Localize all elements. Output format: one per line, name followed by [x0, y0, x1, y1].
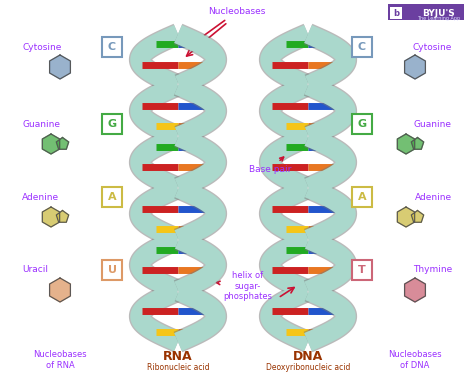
Text: A: A: [358, 192, 366, 202]
Text: C: C: [108, 42, 116, 52]
Text: BYJU'S: BYJU'S: [423, 8, 456, 18]
Text: Guanine: Guanine: [22, 120, 60, 128]
Text: RNA: RNA: [163, 350, 193, 363]
Text: DNA: DNA: [293, 350, 323, 363]
FancyBboxPatch shape: [102, 37, 122, 57]
Text: G: G: [357, 119, 366, 129]
Text: Thymine: Thymine: [413, 265, 452, 275]
Text: Base pair: Base pair: [249, 157, 291, 174]
Polygon shape: [50, 278, 71, 302]
FancyBboxPatch shape: [390, 7, 402, 19]
Text: Cytosine: Cytosine: [413, 42, 452, 52]
FancyBboxPatch shape: [388, 4, 464, 20]
FancyBboxPatch shape: [102, 114, 122, 134]
Text: Guanine: Guanine: [414, 120, 452, 128]
Polygon shape: [42, 134, 60, 154]
FancyBboxPatch shape: [352, 187, 372, 207]
Polygon shape: [405, 55, 425, 79]
Polygon shape: [56, 138, 69, 149]
Text: The Learning App: The Learning App: [418, 16, 461, 21]
Text: Adenine: Adenine: [22, 193, 59, 201]
FancyBboxPatch shape: [102, 187, 122, 207]
Text: C: C: [358, 42, 366, 52]
Polygon shape: [411, 210, 424, 222]
Text: Adenine: Adenine: [415, 193, 452, 201]
Text: Nucleobases
of DNA: Nucleobases of DNA: [388, 350, 442, 370]
Polygon shape: [405, 278, 425, 302]
Text: Nucleobases: Nucleobases: [199, 7, 266, 39]
FancyBboxPatch shape: [352, 37, 372, 57]
Text: Deoxyribonucleic acid: Deoxyribonucleic acid: [266, 363, 350, 372]
Text: Uracil: Uracil: [22, 265, 48, 275]
FancyBboxPatch shape: [352, 114, 372, 134]
Text: helix of
sugar-
phosphates: helix of sugar- phosphates: [217, 271, 273, 301]
Text: A: A: [108, 192, 116, 202]
Polygon shape: [42, 207, 60, 227]
Text: T: T: [358, 265, 366, 275]
Text: Cytosine: Cytosine: [22, 42, 61, 52]
Polygon shape: [397, 134, 415, 154]
Text: Nucleobases
of RNA: Nucleobases of RNA: [33, 350, 87, 370]
Text: b: b: [393, 8, 399, 18]
FancyBboxPatch shape: [102, 260, 122, 280]
Text: U: U: [108, 265, 117, 275]
FancyBboxPatch shape: [352, 260, 372, 280]
Text: G: G: [108, 119, 117, 129]
Polygon shape: [411, 138, 424, 149]
Polygon shape: [56, 210, 69, 222]
Polygon shape: [397, 207, 415, 227]
Text: Ribonucleic acid: Ribonucleic acid: [146, 363, 210, 372]
Polygon shape: [50, 55, 71, 79]
